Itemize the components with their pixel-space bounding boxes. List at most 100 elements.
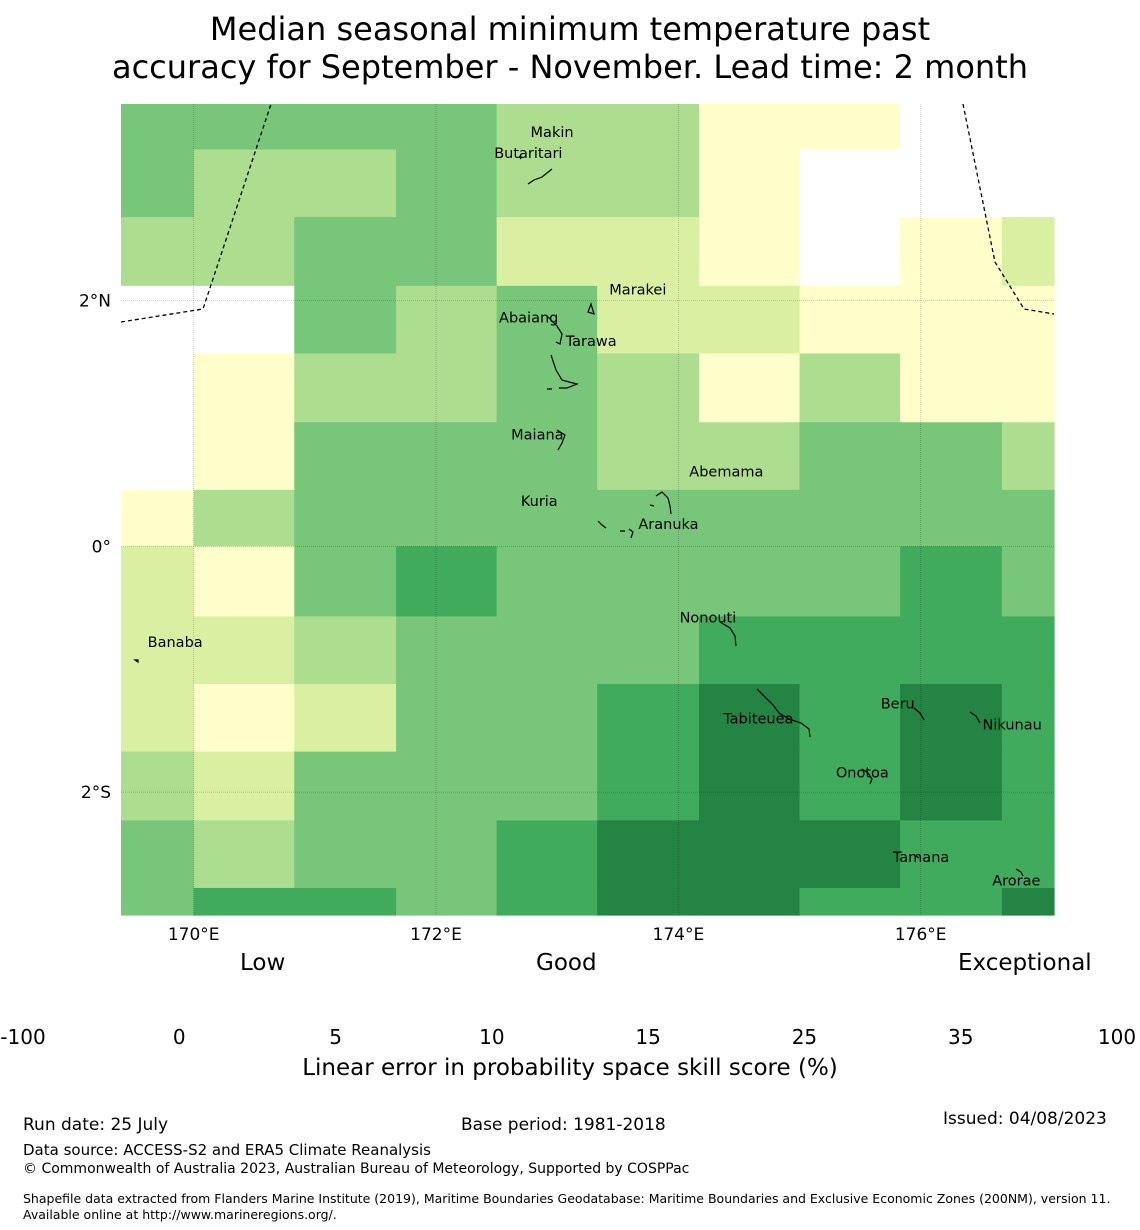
map-panel: 170°E 172°E 174°E 176°E 2°N 0° 2°S Makin Butari…	[79, 103, 1055, 945]
shapefile-credit: Shapefile data extracted from Flanders M…	[23, 1191, 1111, 1222]
grid-cell	[193, 149, 295, 218]
grid-cell	[900, 217, 1003, 287]
grid-cell	[396, 489, 498, 547]
grid-cell	[496, 751, 598, 821]
grid-cell	[597, 546, 700, 618]
grid-cell	[121, 217, 195, 287]
grid-cell	[121, 683, 195, 753]
eez-boundary-east	[962, 103, 1055, 315]
grid-cell	[121, 820, 195, 889]
chart-title-line2: accuracy for September - November. Lead …	[111, 48, 1029, 86]
grid-cell	[597, 149, 700, 218]
grid-cell	[294, 546, 397, 618]
grid-cell	[597, 887, 700, 916]
grid-cell	[496, 353, 598, 423]
grid-cell	[900, 149, 1003, 218]
grid-cell	[121, 546, 195, 618]
grid-cell	[294, 616, 397, 685]
grid-cell	[496, 217, 598, 287]
grid-cell	[294, 887, 397, 916]
grid-cell	[698, 489, 801, 547]
place-label: Kuria	[521, 494, 558, 510]
grid-cell	[698, 887, 801, 916]
grid-cell	[1001, 751, 1055, 821]
grid-cell	[193, 285, 295, 355]
eez-boundary-west	[120, 103, 272, 323]
grid-cell	[294, 683, 397, 753]
grid-cell	[193, 751, 295, 821]
grid-cell	[799, 104, 901, 151]
colorbar-tick-label: 35	[947, 1025, 974, 1049]
grid-cell	[597, 820, 700, 889]
grid-cell	[121, 422, 195, 491]
grid-cell	[193, 489, 295, 547]
grid-cell	[193, 887, 295, 916]
grid-cell	[900, 820, 1003, 889]
graticule	[121, 104, 1054, 915]
colorbar-tick-label: 25	[791, 1025, 818, 1049]
grid-cell	[396, 422, 498, 491]
grid-cell	[900, 104, 1003, 151]
grid-cell	[496, 149, 598, 218]
grid-cell	[396, 887, 498, 916]
grid-cell	[698, 104, 801, 151]
grid-cell	[496, 820, 598, 889]
grid-cell	[597, 683, 700, 753]
grid-cell	[294, 285, 397, 355]
grid-cell	[799, 751, 901, 821]
grid-cell	[121, 489, 195, 547]
place-label: Tarawa	[565, 334, 617, 350]
island-outlines	[133, 155, 1024, 877]
colorbar-tick-label: 5	[329, 1025, 342, 1049]
grid-cell	[121, 751, 195, 821]
grid-cell	[193, 422, 295, 491]
grid-cell	[698, 285, 801, 355]
grid-cell	[496, 285, 598, 355]
grid-cell	[597, 104, 700, 151]
colorbar-tick-label: 15	[635, 1025, 661, 1049]
place-label: Marakei	[609, 282, 666, 298]
grid-cell	[121, 616, 195, 685]
grid-cell	[698, 751, 801, 821]
y-tick-label: 2°N	[79, 292, 111, 312]
grid-cell	[698, 149, 801, 218]
grid-cell	[396, 353, 498, 423]
grid-cell	[799, 285, 901, 355]
colorbar-tick-label: 100	[1097, 1025, 1137, 1049]
island-arorae	[1015, 868, 1024, 877]
grid-cell	[900, 285, 1003, 355]
colorbar-label-exceptional: Exceptional	[958, 950, 1092, 976]
place-label: Banaba	[148, 635, 203, 651]
grid-cell	[1001, 820, 1055, 889]
grid-cell	[121, 104, 195, 151]
grid-cell	[294, 104, 397, 151]
grid-cell	[294, 489, 397, 547]
grid-cell	[294, 820, 397, 889]
island-tamana	[915, 855, 920, 859]
eez-boundary-lines	[120, 103, 1055, 323]
grid-cell	[1001, 217, 1055, 287]
grid-cell	[396, 616, 498, 685]
grid-cell	[900, 751, 1003, 821]
grid-cell	[597, 616, 700, 685]
base-period: Base period: 1981-2018	[461, 1115, 666, 1135]
grid-cell	[597, 489, 700, 547]
copyright: © Commonwealth of Australia 2023, Austra…	[23, 1161, 690, 1177]
grid-cell	[597, 217, 700, 287]
place-label: Onotoa	[836, 765, 889, 781]
chart-title: Median seasonal minimum temperature past…	[0, 10, 1140, 86]
grid-cell	[396, 683, 498, 753]
grid-cell	[193, 353, 295, 423]
place-label: Abaiang	[499, 311, 558, 327]
grid-cell	[900, 489, 1003, 547]
grid-cell	[698, 616, 801, 685]
colorbar-label-good: Good	[536, 950, 597, 976]
island-tarawa	[547, 354, 579, 390]
grid-cell	[121, 149, 195, 218]
grid-cell	[1001, 422, 1055, 491]
grid-cell	[1001, 546, 1055, 618]
grid-cell	[1001, 149, 1055, 218]
colorbar-tick-label: 10	[479, 1025, 505, 1049]
skill-grid	[121, 104, 1055, 916]
place-label: Maiana	[511, 427, 563, 443]
